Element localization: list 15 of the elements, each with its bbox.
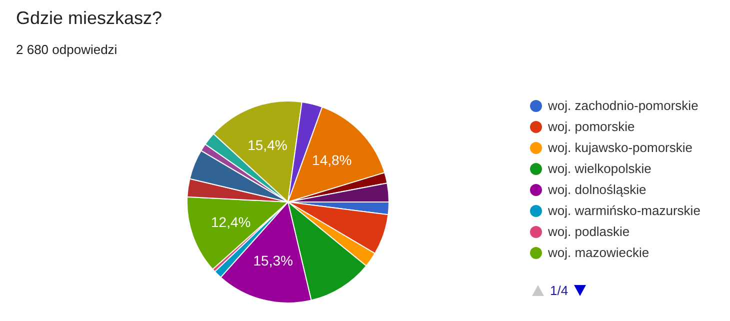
legend-label: woj. warmińsko-mazurskie bbox=[548, 203, 700, 218]
legend-label: woj. pomorskie bbox=[548, 119, 635, 134]
data-label: 14,8% bbox=[312, 152, 352, 168]
legend-label: woj. dolnośląskie bbox=[548, 182, 646, 197]
text: 1/4 bbox=[550, 283, 568, 298]
legend-label: woj. zachodnio-pomorskie bbox=[548, 98, 698, 113]
data-label: 15,3% bbox=[253, 252, 293, 269]
legend-label: woj. wielkopolskie bbox=[548, 161, 652, 176]
legend-label: woj. kujawsko-pomorskie bbox=[548, 140, 692, 155]
data-label: 12,4% bbox=[211, 214, 251, 230]
data-label: 15,4% bbox=[248, 136, 288, 153]
text: 2 680 odpowiedzi bbox=[16, 42, 118, 57]
chart-title: Gdzie mieszkasz? bbox=[16, 8, 162, 29]
legend-label: woj. mazowieckie bbox=[548, 245, 650, 260]
legend-label: woj. podlaskie bbox=[548, 224, 630, 239]
